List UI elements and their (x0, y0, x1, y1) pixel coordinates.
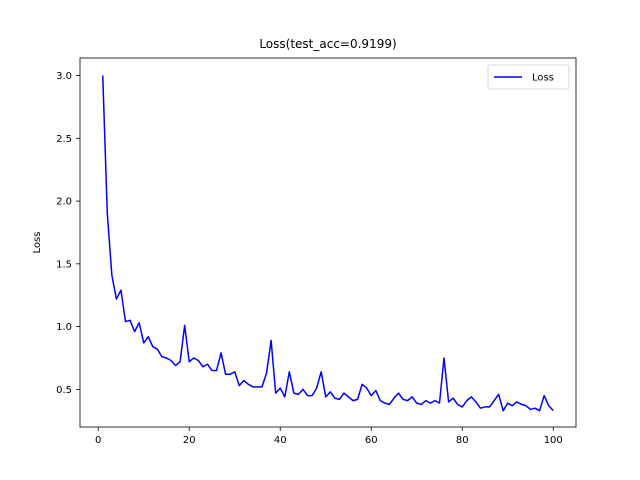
x-tick-label: 0 (95, 435, 101, 446)
y-tick-label: 2.5 (56, 134, 72, 145)
chart-title: Loss(test_acc=0.9199) (259, 37, 396, 51)
plot-frame (79, 57, 577, 428)
y-axis-label: Loss (32, 232, 43, 254)
legend-label: Loss (532, 73, 554, 84)
y-tick-label: 3.0 (56, 71, 72, 82)
x-tick-label: 100 (544, 435, 563, 446)
x-axis-ticks: 0 20 40 60 80 100 (95, 427, 563, 446)
plot-area (79, 57, 577, 428)
x-tick-label: 80 (456, 435, 469, 446)
y-tick-label: 1.0 (56, 322, 72, 333)
y-axis-ticks: 0.5 1.0 1.5 2.0 2.5 3.0 (56, 71, 80, 396)
series-layer (102, 75, 554, 412)
x-tick-label: 20 (183, 435, 196, 446)
legend: Loss (487, 64, 570, 90)
x-tick-label: 60 (365, 435, 378, 446)
legend-box (487, 64, 570, 90)
loss-series-line (102, 75, 554, 412)
y-tick-label: 2.0 (56, 197, 72, 208)
x-tick-label: 40 (274, 435, 287, 446)
y-tick-label: 1.5 (56, 259, 72, 270)
y-tick-label: 0.5 (56, 385, 72, 396)
